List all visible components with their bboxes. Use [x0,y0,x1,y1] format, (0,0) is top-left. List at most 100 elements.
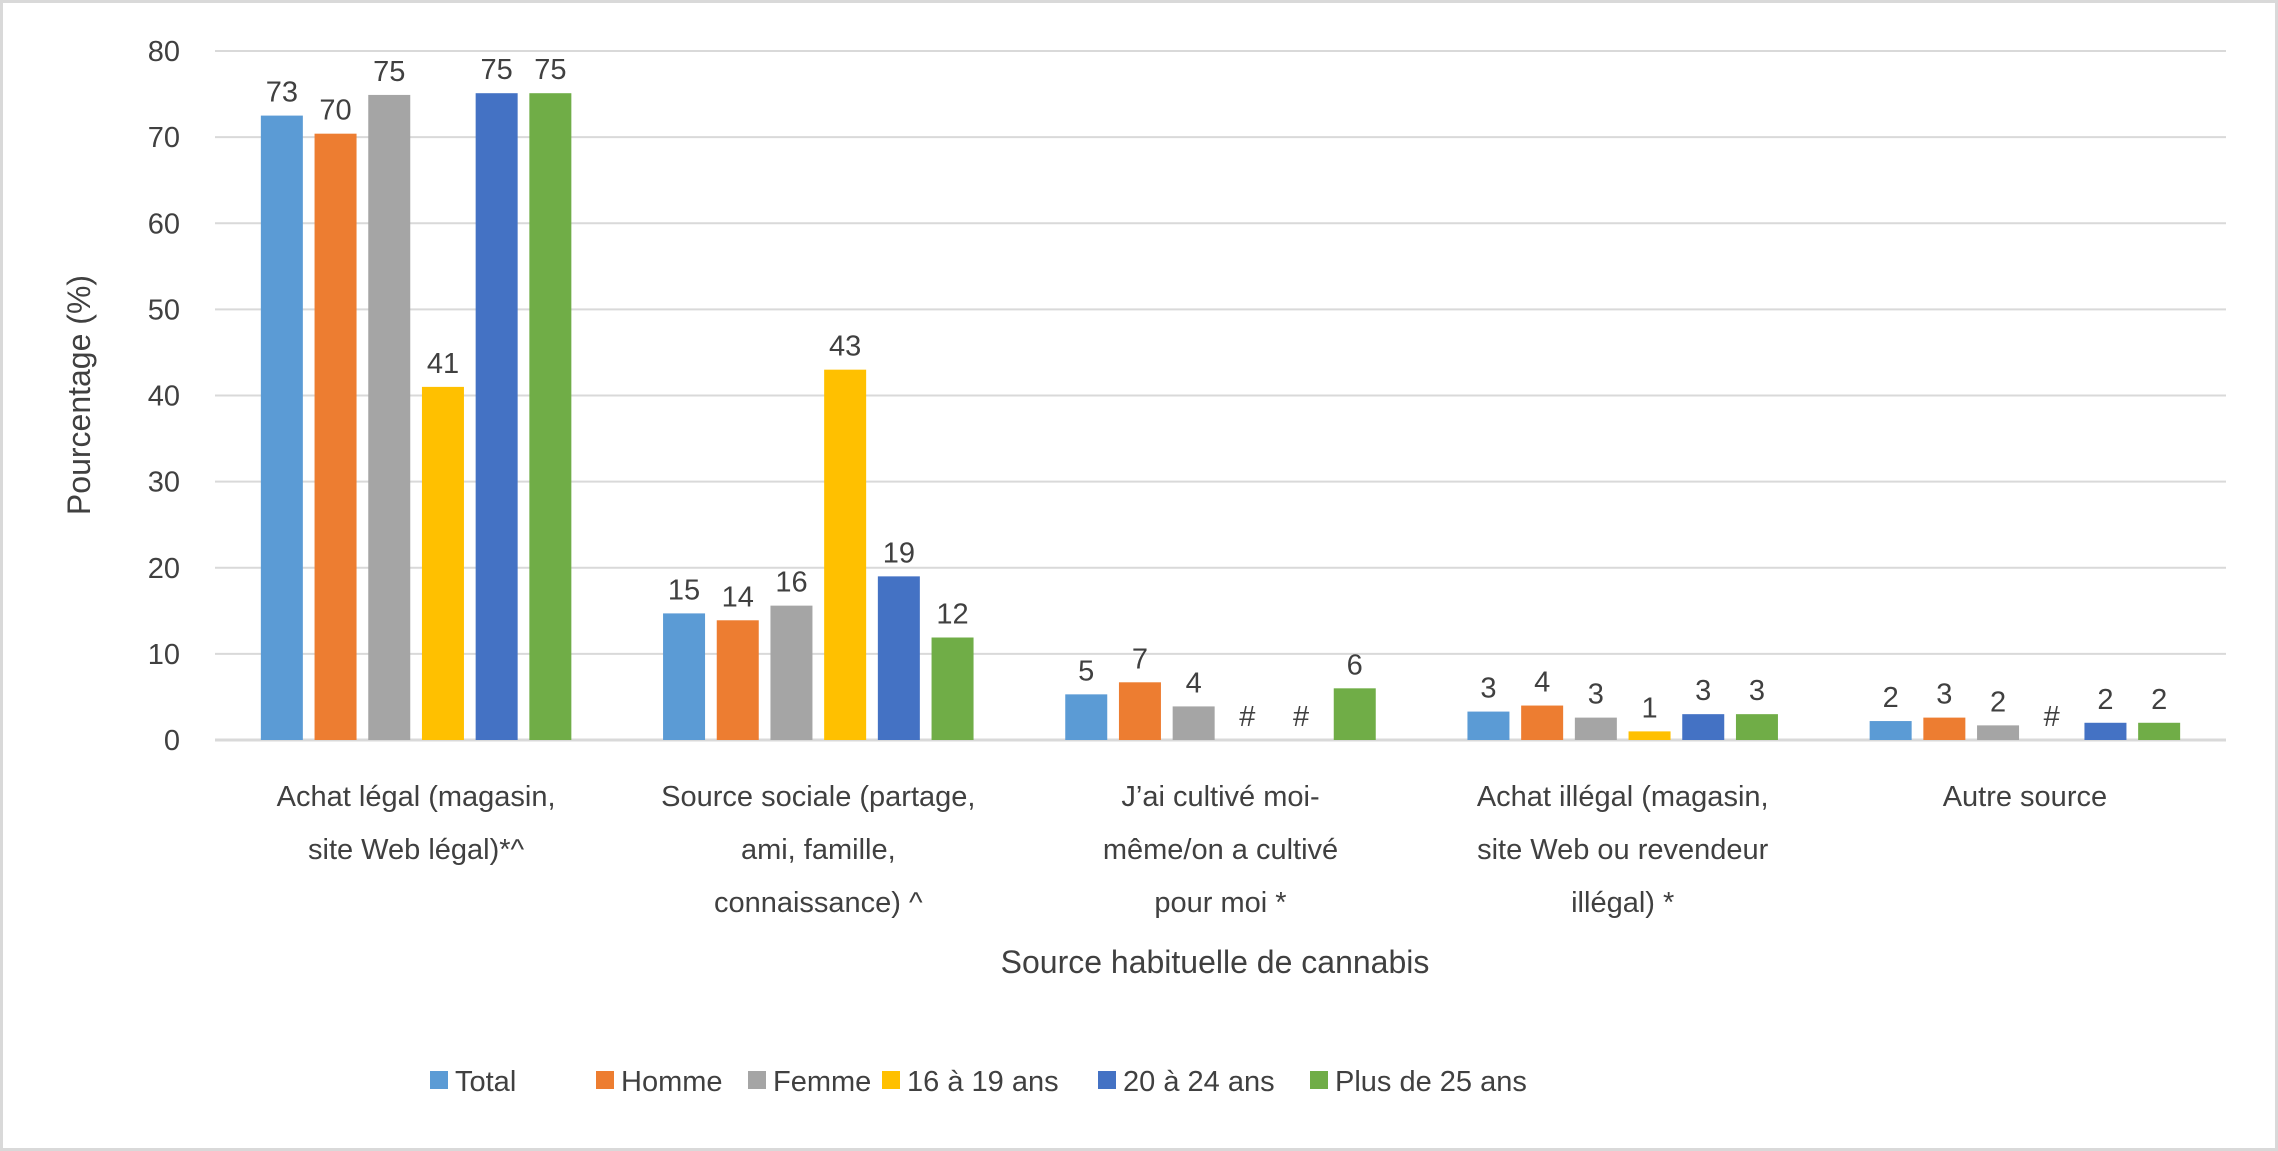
bar-total [1467,711,1510,740]
y-tick-label: 50 [148,294,180,326]
legend-item: Total [430,1066,516,1098]
bar-femme [1172,706,1215,740]
bar-homme [1118,682,1161,740]
data-label: 75 [373,56,405,88]
data-label: # [1293,701,1309,733]
legend-item: Femme [748,1066,871,1098]
legend-item: Homme [596,1066,723,1098]
data-label: # [1239,701,1255,733]
data-label: 75 [534,54,566,86]
legend-label: 20 à 24 ans [1123,1066,1275,1098]
bar-total [663,613,706,740]
x-category-label: site Web ou revendeur [1477,834,1769,866]
x-category-label: illégal) * [1571,887,1674,919]
bar-16-à-19-ans [824,369,867,740]
legend-swatch [748,1071,766,1089]
data-label: 2 [1883,682,1899,714]
bar-20-à-24-ans [2084,722,2127,740]
x-category-label: site Web légal)*^ [308,834,525,866]
y-tick-label: 20 [148,553,180,585]
bar-femme [1977,725,2020,740]
data-label: 3 [1936,679,1952,711]
bar-total [1065,694,1108,740]
x-category-label: pour moi * [1154,887,1286,919]
bar-femme [1574,717,1617,740]
bar-16-à-19-ans [421,386,464,740]
bar-20-à-24-ans [877,576,920,740]
data-label: 2 [2097,684,2113,716]
data-label: 16 [775,567,807,599]
data-label: 75 [481,54,513,86]
data-label: 14 [722,581,754,613]
bar-total [260,115,303,740]
legend: Total Homme Femme 16 à 19 ans 20 à 24 ans Plu… [430,1066,1527,1098]
bar-homme [1521,705,1564,740]
data-label: 15 [668,574,700,606]
data-label: 70 [319,95,351,127]
data-label: 41 [427,348,459,380]
data-label: 1 [1641,692,1657,724]
data-label: 12 [936,599,968,631]
data-label: 2 [2151,684,2167,716]
x-category-label: même/on a cultivé [1103,834,1338,866]
bar-total [1869,721,1912,740]
bar-plus-de-25-ans [1333,688,1376,740]
data-label: 6 [1347,649,1363,681]
bar-plus-de-25-ans [2138,722,2181,740]
y-tick-label: 30 [148,467,180,499]
legend-label: Total [455,1066,516,1098]
data-label: 19 [883,537,915,569]
y-tick-label: 60 [148,208,180,240]
data-label: 73 [266,77,298,109]
x-category-label: ami, famille, [741,834,896,866]
x-category-label: Achat illégal (magasin, [1477,781,1769,813]
y-axis-title: Pourcentage (%) [61,275,97,515]
data-label: 3 [1695,675,1711,707]
bar-femme [368,94,411,740]
x-axis-categories: Achat légal (magasin, site Web légal)*^ So… [277,781,2107,919]
legend-swatch [596,1071,614,1089]
y-tick-label: 10 [148,639,180,671]
data-label: 4 [1186,667,1202,699]
legend-label: Femme [773,1066,871,1098]
legend-label: Plus de 25 ans [1335,1066,1527,1098]
data-label: 3 [1480,673,1496,705]
x-category-label: connaissance) ^ [714,887,923,919]
legend-label: 16 à 19 ans [907,1066,1059,1098]
legend-item: 16 à 19 ans [882,1066,1059,1098]
bar-homme [716,620,759,740]
y-tick-label: 70 [148,122,180,154]
bars [260,93,2181,741]
bar-femme [770,605,813,740]
bar-20-à-24-ans [1682,714,1725,740]
y-tick-label: 0 [164,725,180,757]
bar-homme [1923,717,1966,740]
x-category-label: Autre source [1943,781,2107,813]
x-category-label: J’ai cultivé moi- [1121,781,1319,813]
bar-homme [314,133,357,740]
data-label: 7 [1132,643,1148,675]
data-label: 3 [1588,679,1604,711]
legend-swatch [882,1071,900,1089]
legend-swatch [1098,1071,1116,1089]
data-label: 4 [1534,667,1550,699]
data-label: 3 [1749,675,1765,707]
bar-16-à-19-ans [1628,731,1671,740]
bar-plus-de-25-ans [931,637,974,740]
legend-label: Homme [621,1066,723,1098]
y-tick-label: 80 [148,36,180,68]
y-axis-ticks: 0 10 20 30 40 50 60 70 80 [148,36,180,757]
data-label: 43 [829,331,861,363]
bar-plus-de-25-ans [1735,714,1778,740]
legend-swatch [1310,1071,1328,1089]
x-category-label: Achat légal (magasin, [277,781,556,813]
legend-swatch [430,1071,448,1089]
bar-plus-de-25-ans [529,93,572,741]
bar-20-à-24-ans [475,93,518,741]
legend-item: 20 à 24 ans [1098,1066,1275,1098]
data-label: 2 [1990,686,2006,718]
y-tick-label: 40 [148,381,180,413]
x-axis-title: Source habituelle de cannabis [1001,944,1430,980]
